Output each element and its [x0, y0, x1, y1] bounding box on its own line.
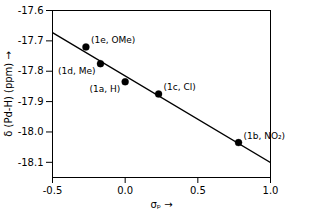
svg-text:(1d, Me): (1d, Me) [58, 66, 96, 76]
svg-text:0.5: 0.5 [190, 185, 206, 196]
svg-text:(1b, NO₂): (1b, NO₂) [244, 131, 286, 141]
svg-text:-17.7: -17.7 [18, 35, 44, 46]
svg-text:-18.1: -18.1 [18, 157, 44, 168]
svg-text:(1e, OMe): (1e, OMe) [91, 35, 135, 45]
svg-text:(1c, Cl): (1c, Cl) [164, 82, 196, 92]
svg-text:δ (Pd-H) (ppm) →: δ (Pd-H) (ppm) → [3, 51, 14, 137]
svg-text:-0.5: -0.5 [43, 185, 63, 196]
svg-text:-17.8: -17.8 [18, 65, 44, 76]
svg-text:0.0: 0.0 [117, 185, 133, 196]
svg-text:(1a, H): (1a, H) [89, 84, 120, 94]
svg-text:-17.6: -17.6 [18, 5, 44, 16]
svg-text:σₚ →: σₚ → [150, 199, 172, 210]
svg-text:-18.0: -18.0 [18, 126, 44, 137]
svg-text:-17.9: -17.9 [18, 96, 44, 107]
svg-text:1.0: 1.0 [263, 185, 279, 196]
